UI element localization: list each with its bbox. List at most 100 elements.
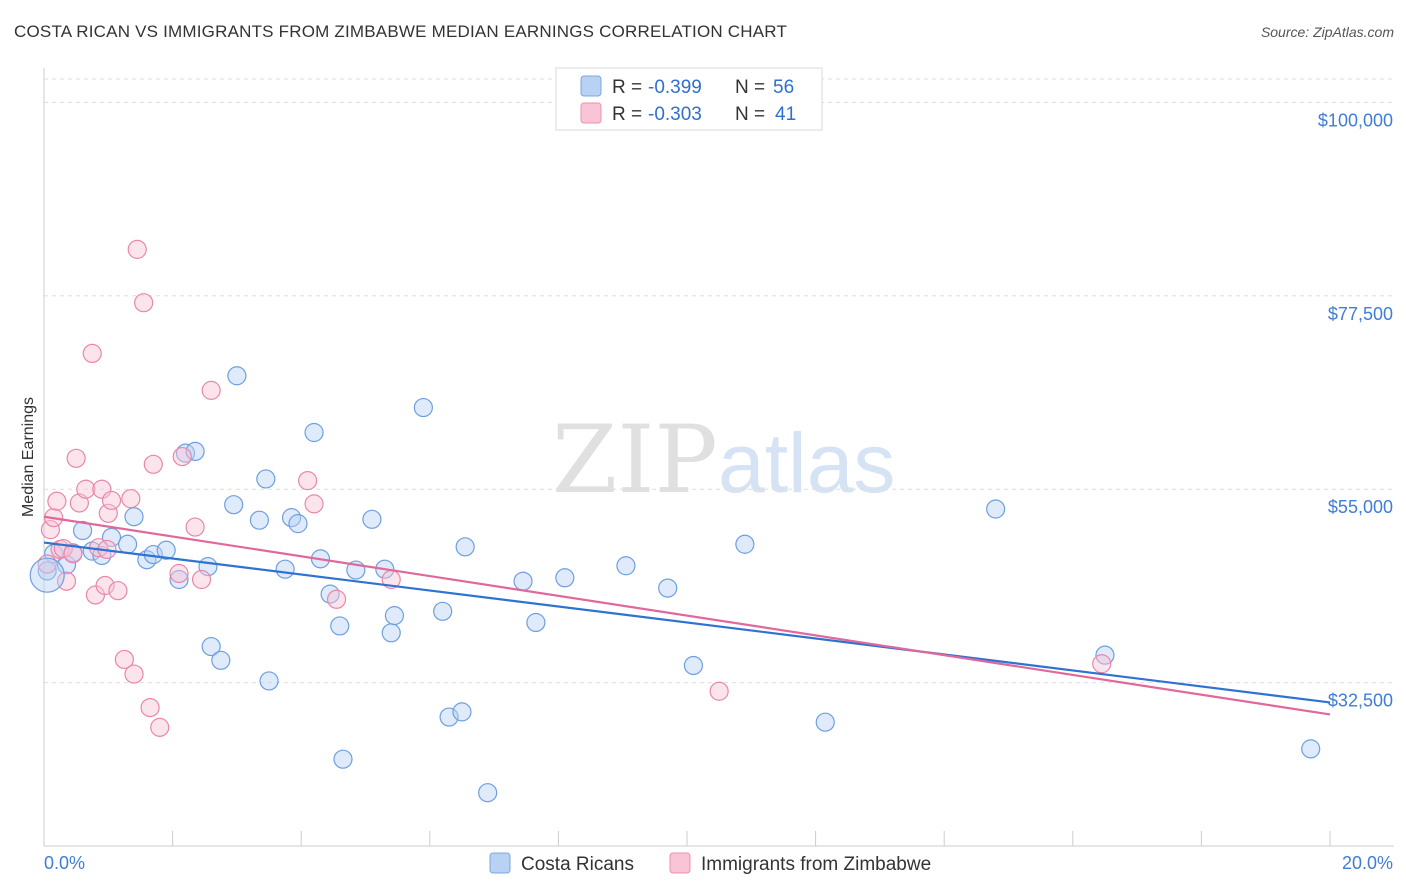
point-zimbabwe: [56, 571, 77, 591]
point-zimbabwe: [201, 380, 221, 400]
point-zimbabwe: [108, 581, 128, 601]
point-zimbabwe: [82, 343, 102, 364]
legend-swatch-zimbabwe: [580, 102, 602, 124]
bottom-legend-label-zimbabwe: Immigrants from Zimbabwe: [701, 854, 931, 875]
point-zimbabwe: [185, 517, 205, 537]
point-zimbabwe: [709, 681, 729, 701]
point-costa-ricans: [683, 655, 704, 676]
point-zimbabwe: [66, 448, 86, 468]
gridlines: [44, 78, 1394, 684]
point-zimbabwe: [124, 664, 144, 684]
point-costa-ricans: [384, 606, 405, 626]
point-costa-ricans: [256, 469, 276, 489]
point-zimbabwe: [298, 471, 318, 491]
point-costa-ricans: [439, 707, 459, 727]
point-zimbabwe: [76, 479, 96, 499]
y-tick-label: $55,000: [1328, 497, 1393, 517]
point-costa-ricans: [211, 650, 231, 670]
point-zimbabwe: [1092, 654, 1112, 674]
point-zimbabwe: [134, 293, 154, 313]
point-costa-ricans: [658, 578, 678, 598]
source-label: Source: ZipAtlas.com: [1260, 24, 1394, 40]
point-costa-ricans: [304, 422, 324, 443]
point-costa-ricans: [362, 509, 382, 529]
legend-n-value-1: 56: [773, 77, 794, 98]
point-costa-ricans: [381, 623, 401, 643]
point-costa-ricans: [413, 397, 433, 418]
point-costa-ricans: [72, 520, 93, 541]
y-tick-label: $100,000: [1318, 110, 1393, 130]
point-costa-ricans: [433, 601, 453, 621]
point-zimbabwe: [150, 717, 170, 737]
legend-n-label-2: N =: [735, 104, 765, 125]
bottom-legend-label-costa-ricans: Costa Ricans: [521, 854, 634, 875]
legend-n-value-2: 41: [775, 104, 796, 125]
point-zimbabwe: [37, 554, 57, 574]
point-costa-ricans: [288, 514, 308, 534]
point-zimbabwe: [114, 649, 134, 670]
point-zimbabwe: [47, 491, 67, 511]
point-zimbabwe: [304, 494, 324, 514]
bottom-legend-swatch-costa-ricans: [489, 852, 511, 874]
point-zimbabwe: [127, 239, 147, 259]
trend-line-zimbabwe: [43, 515, 1331, 716]
point-costa-ricans: [455, 537, 475, 557]
watermark-atlas: atlas: [718, 416, 895, 510]
correlation-legend: R = -0.399 N = 56 R = -0.303 N = 41: [555, 67, 823, 131]
point-costa-ricans: [815, 712, 835, 732]
point-costa-ricans: [1301, 739, 1321, 759]
legend-r-value-2: -0.303: [648, 104, 702, 125]
point-zimbabwe: [143, 454, 163, 474]
point-costa-ricans: [224, 495, 244, 515]
trend-line-costa-ricans: [43, 541, 1331, 704]
point-zimbabwe: [95, 575, 115, 596]
y-tick-labels: $32,500 $55,000 $77,500 $100,000: [1318, 110, 1393, 710]
x-tick-label-max: 20.0%: [1342, 853, 1393, 873]
point-costa-ricans-cluster: [29, 557, 65, 593]
legend-r-value-1: -0.399: [648, 77, 702, 98]
point-costa-ricans: [320, 584, 340, 604]
point-costa-ricans: [555, 568, 575, 588]
y-tick-label: $77,500: [1328, 304, 1393, 324]
bottom-legend-swatch-zimbabwe: [669, 852, 691, 874]
point-costa-ricans: [201, 636, 221, 657]
point-zimbabwe: [63, 544, 83, 564]
point-costa-ricans: [735, 534, 755, 554]
point-zimbabwe: [121, 489, 141, 509]
point-costa-ricans: [124, 507, 144, 527]
watermark-zip: ZIP: [552, 406, 718, 515]
point-zimbabwe: [172, 446, 192, 467]
y-tick-label: $32,500: [1328, 691, 1393, 711]
point-costa-ricans: [185, 441, 205, 462]
trend-lines: [43, 515, 1331, 716]
series-legend: Costa Ricans Immigrants from Zimbabwe: [489, 852, 931, 875]
y-axis-title: Median Earnings: [20, 397, 37, 517]
point-costa-ricans: [227, 366, 247, 386]
point-costa-ricans: [169, 569, 189, 590]
point-costa-ricans: [452, 702, 472, 722]
point-costa-ricans: [330, 616, 350, 636]
point-costa-ricans: [333, 749, 353, 769]
point-costa-ricans: [37, 561, 57, 581]
point-costa-ricans: [117, 534, 138, 554]
point-costa-ricans: [275, 559, 295, 579]
point-costa-ricans: [526, 612, 546, 633]
legend-swatch-costa-ricans: [580, 75, 602, 97]
point-zimbabwe: [140, 697, 160, 718]
point-costa-ricans: [986, 499, 1006, 519]
point-costa-ricans: [175, 443, 196, 463]
x-tick-label-min: 0.0%: [44, 853, 85, 873]
legend-n-label-1: N =: [735, 77, 765, 98]
point-costa-ricans: [249, 510, 270, 530]
scatter-points: [29, 239, 1321, 803]
point-costa-ricans: [513, 571, 533, 591]
point-zimbabwe: [191, 569, 212, 590]
point-zimbabwe: [40, 520, 61, 540]
point-zimbabwe: [169, 563, 189, 584]
point-costa-ricans: [156, 540, 176, 560]
chart-title: COSTA RICAN VS IMMIGRANTS FROM ZIMBABWE …: [14, 22, 788, 41]
point-zimbabwe: [101, 490, 122, 511]
point-costa-ricans: [478, 783, 498, 803]
x-ticks: [43, 831, 1331, 846]
